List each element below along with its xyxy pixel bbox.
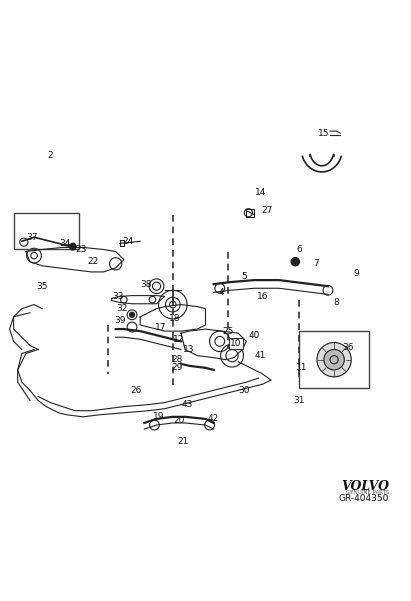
Circle shape	[317, 343, 351, 377]
Text: 8: 8	[333, 298, 339, 307]
Bar	[299, 331, 369, 388]
Text: 38: 38	[141, 279, 152, 288]
Text: 11: 11	[296, 364, 307, 373]
Text: VOLVO: VOLVO	[341, 480, 389, 493]
Text: 3: 3	[70, 243, 76, 252]
Text: 12: 12	[173, 335, 185, 344]
Text: 41: 41	[255, 351, 266, 360]
Text: 21: 21	[178, 437, 189, 446]
Text: 36: 36	[343, 343, 354, 352]
Text: 32: 32	[116, 304, 127, 313]
Text: 14: 14	[255, 188, 266, 197]
Text: 26: 26	[130, 386, 142, 395]
Text: 4: 4	[219, 288, 225, 297]
Text: GR-404350: GR-404350	[339, 494, 389, 503]
Text: 9: 9	[354, 269, 359, 278]
Text: 31: 31	[293, 396, 305, 405]
Text: 29: 29	[171, 364, 182, 373]
Text: 33: 33	[112, 292, 123, 301]
Text: 40: 40	[249, 331, 260, 340]
Text: 23: 23	[75, 245, 87, 254]
Text: 10: 10	[231, 339, 242, 348]
Text: 5: 5	[241, 272, 247, 281]
Text: 24: 24	[122, 237, 134, 246]
Text: 39: 39	[114, 316, 125, 325]
Text: 34: 34	[59, 239, 70, 248]
Circle shape	[291, 258, 299, 266]
Bar	[14, 213, 79, 249]
Text: 15: 15	[318, 129, 330, 138]
Text: 20: 20	[173, 416, 185, 426]
Text: 16: 16	[257, 292, 268, 301]
Text: 19: 19	[153, 412, 164, 421]
Text: 22: 22	[88, 257, 99, 266]
Text: 7: 7	[313, 259, 319, 268]
Circle shape	[69, 243, 76, 250]
Text: GENUINE PARTS: GENUINE PARTS	[346, 490, 389, 495]
Text: 30: 30	[238, 386, 250, 395]
Text: 27: 27	[261, 206, 272, 215]
Text: 42: 42	[208, 414, 219, 423]
Circle shape	[129, 313, 134, 317]
Text: 17: 17	[155, 323, 166, 332]
Text: 43: 43	[181, 400, 193, 409]
Text: 28: 28	[171, 355, 182, 364]
Text: 6: 6	[296, 245, 302, 254]
Text: 18: 18	[169, 314, 180, 323]
Text: 25: 25	[222, 326, 233, 335]
Text: 35: 35	[37, 282, 48, 291]
Text: 13: 13	[183, 345, 195, 354]
Text: 37: 37	[26, 233, 38, 242]
Text: 2: 2	[48, 151, 53, 160]
Circle shape	[324, 350, 344, 370]
